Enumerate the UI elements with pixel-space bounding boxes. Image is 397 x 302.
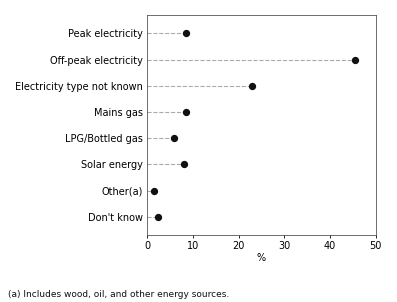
- Point: [151, 188, 157, 193]
- Point: [352, 57, 358, 62]
- Point: [249, 83, 255, 88]
- Text: (a) Includes wood, oil, and other energy sources.: (a) Includes wood, oil, and other energy…: [8, 290, 229, 299]
- Point: [183, 31, 189, 36]
- X-axis label: %: %: [257, 253, 266, 263]
- Point: [183, 110, 189, 114]
- Point: [181, 162, 187, 167]
- Point: [155, 214, 162, 219]
- Point: [172, 136, 178, 141]
